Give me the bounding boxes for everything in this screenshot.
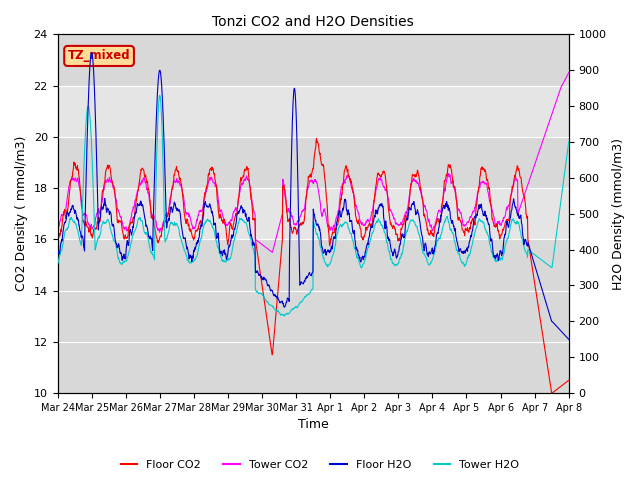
Bar bbox=[58, 85, 569, 137]
Legend: Floor CO2, Tower CO2, Floor H2O, Tower H2O: Floor CO2, Tower CO2, Floor H2O, Tower H… bbox=[116, 456, 524, 474]
Y-axis label: H2O Density (mmol/m3): H2O Density (mmol/m3) bbox=[612, 138, 625, 290]
Y-axis label: CO2 Density ( mmol/m3): CO2 Density ( mmol/m3) bbox=[15, 136, 28, 291]
Title: Tonzi CO2 and H2O Densities: Tonzi CO2 and H2O Densities bbox=[212, 15, 414, 29]
Bar bbox=[58, 188, 569, 240]
X-axis label: Time: Time bbox=[298, 419, 328, 432]
Text: TZ_mixed: TZ_mixed bbox=[68, 49, 131, 62]
